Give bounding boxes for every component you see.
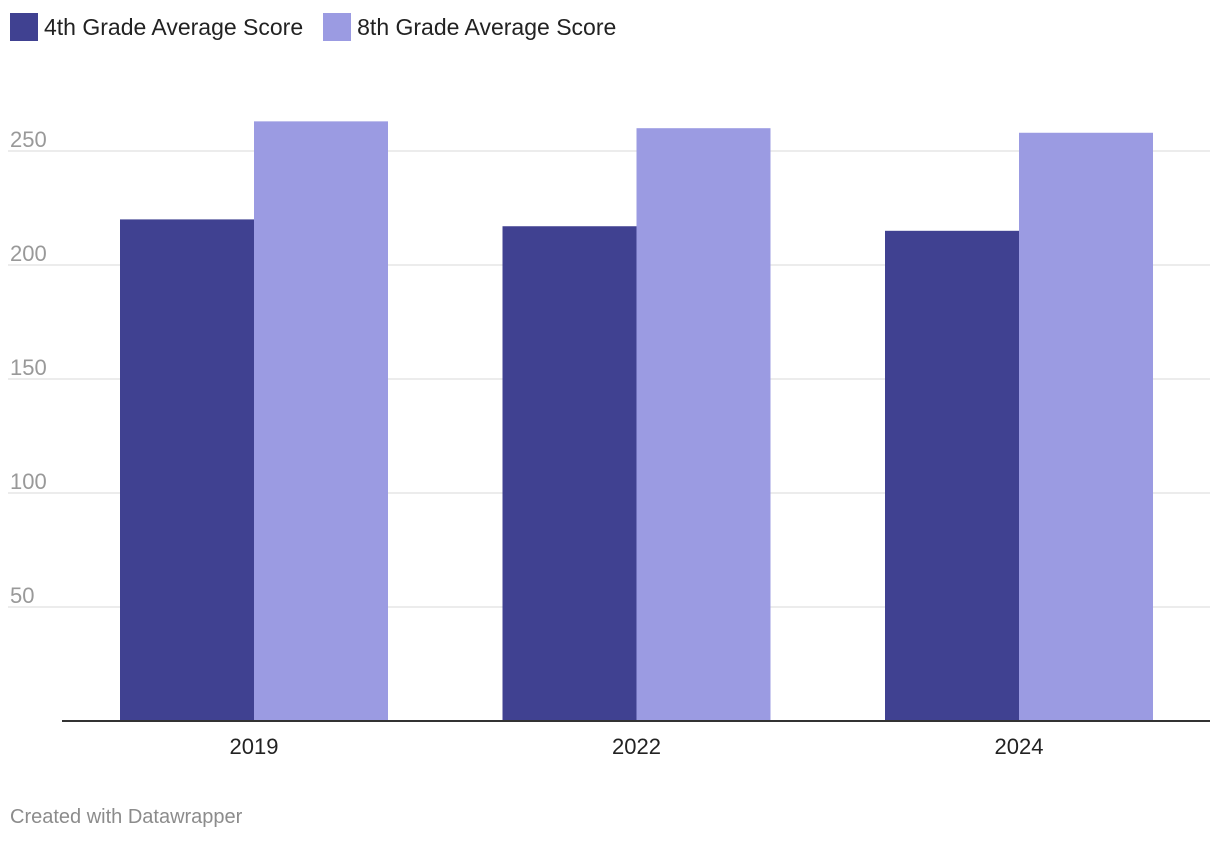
x-tick-label-2022: 2022 xyxy=(612,734,661,759)
y-tick-label-100: 100 xyxy=(10,469,47,494)
bar-2024-4th-grade xyxy=(885,230,1019,722)
y-tick-label-200: 200 xyxy=(10,241,47,266)
bar-2024-8th-grade xyxy=(1019,132,1153,721)
x-tick-label-2024: 2024 xyxy=(995,734,1044,759)
bar-2022-4th-grade xyxy=(502,226,637,722)
y-tick-label-50: 50 xyxy=(10,583,34,608)
legend-swatch-8th-grade xyxy=(323,13,352,41)
legend-item-4th-grade: 4th Grade Average Score xyxy=(10,13,303,41)
legend: 4th Grade Average Score 8th Grade Averag… xyxy=(10,12,636,42)
bar-2019-4th-grade xyxy=(120,219,254,721)
y-tick-label-250: 250 xyxy=(10,127,47,152)
x-tick-label-2019: 2019 xyxy=(230,734,279,759)
legend-label-8th-grade: 8th Grade Average Score xyxy=(357,13,617,40)
legend-label-4th-grade: 4th Grade Average Score xyxy=(44,13,304,40)
legend-item-8th-grade: 8th Grade Average Score xyxy=(323,13,616,41)
y-tick-label-150: 150 xyxy=(10,355,47,380)
legend-swatch-4th-grade xyxy=(10,13,38,41)
datawrapper-credit: Created with Datawrapper xyxy=(10,806,243,828)
bar-2019-8th-grade xyxy=(254,121,388,722)
bar-2022-8th-grade xyxy=(636,128,771,721)
